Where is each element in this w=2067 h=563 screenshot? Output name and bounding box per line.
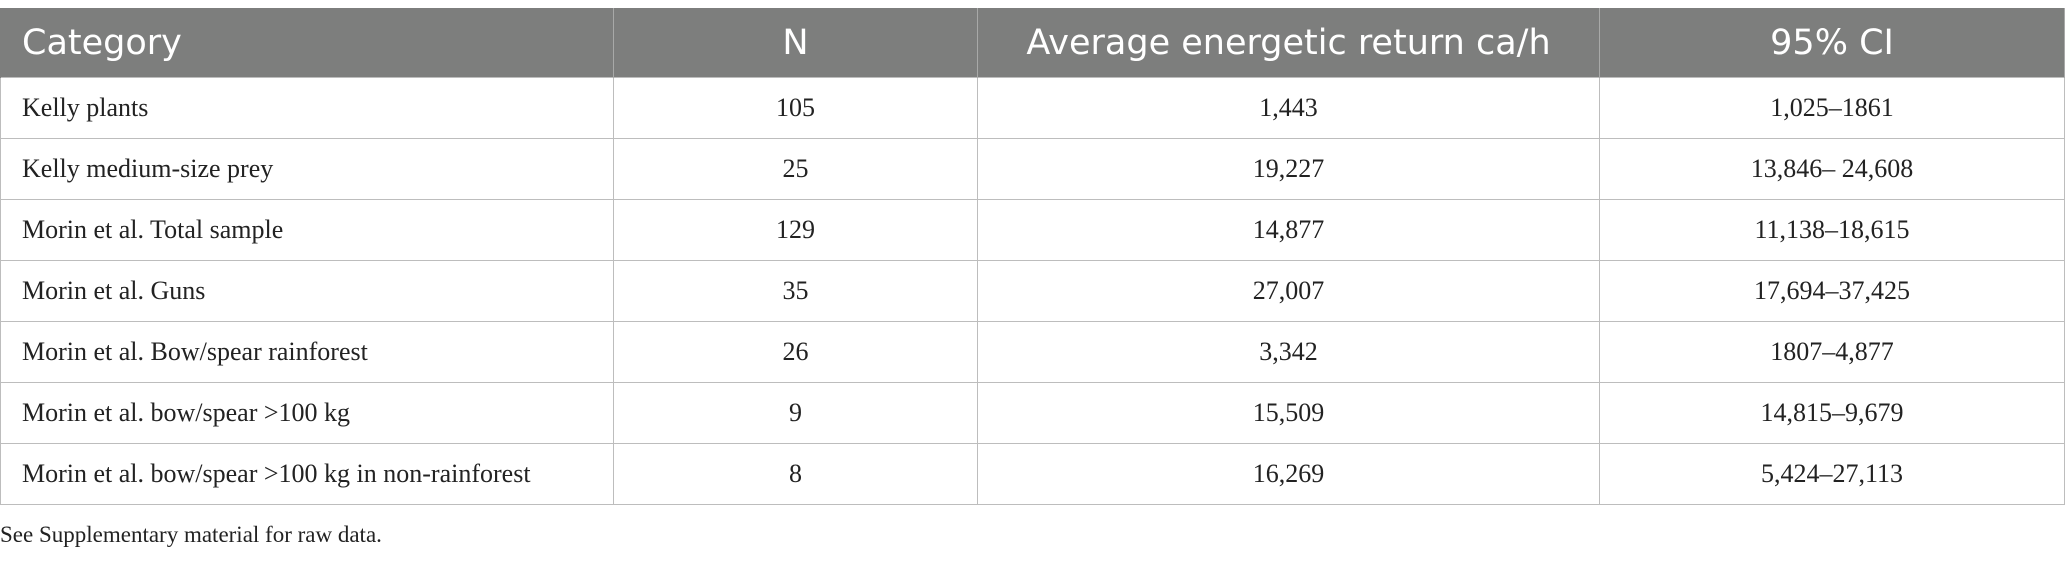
cell-n: 26: [613, 321, 978, 383]
table-row: Morin et al. Guns 35 27,007 17,694–37,42…: [0, 260, 2065, 322]
cell-average: 1,443: [977, 77, 1600, 139]
cell-category: Kelly plants: [0, 77, 614, 139]
cell-ci: 1,025–1861: [1599, 77, 2065, 139]
table-row: Morin et al. Total sample 129 14,877 11,…: [0, 199, 2065, 261]
table-row: Morin et al. bow/spear >100 kg in non-ra…: [0, 443, 2065, 505]
data-table-container: Category N Average energetic return ca/h…: [0, 8, 2065, 505]
cell-category: Kelly medium-size prey: [0, 138, 614, 200]
cell-n: 35: [613, 260, 978, 322]
cell-category: Morin et al. bow/spear >100 kg in non-ra…: [0, 443, 614, 505]
header-row: Category N Average energetic return ca/h…: [0, 8, 2065, 78]
table-body: Kelly plants 105 1,443 1,025–1861 Kelly …: [0, 77, 2065, 505]
cell-average: 15,509: [977, 382, 1600, 444]
cell-ci: 11,138–18,615: [1599, 199, 2065, 261]
cell-n: 105: [613, 77, 978, 139]
header-average-energetic-return: Average energetic return ca/h: [977, 8, 1600, 78]
table-row: Morin et al. Bow/spear rainforest 26 3,3…: [0, 321, 2065, 383]
energetic-return-table: Category N Average energetic return ca/h…: [0, 8, 2065, 505]
cell-category: Morin et al. Total sample: [0, 199, 614, 261]
cell-n: 25: [613, 138, 978, 200]
table-header: Category N Average energetic return ca/h…: [0, 8, 2065, 78]
cell-ci: 1807–4,877: [1599, 321, 2065, 383]
cell-average: 27,007: [977, 260, 1600, 322]
table-footnote: See Supplementary material for raw data.: [0, 522, 382, 547]
table-row: Kelly medium-size prey 25 19,227 13,846–…: [0, 138, 2065, 200]
header-n: N: [613, 8, 978, 78]
cell-category: Morin et al. bow/spear >100 kg: [0, 382, 614, 444]
cell-category: Morin et al. Bow/spear rainforest: [0, 321, 614, 383]
cell-category: Morin et al. Guns: [0, 260, 614, 322]
cell-n: 129: [613, 199, 978, 261]
cell-n: 8: [613, 443, 978, 505]
cell-ci: 17,694–37,425: [1599, 260, 2065, 322]
table-row: Kelly plants 105 1,443 1,025–1861: [0, 77, 2065, 139]
cell-average: 19,227: [977, 138, 1600, 200]
cell-average: 3,342: [977, 321, 1600, 383]
cell-ci: 14,815–9,679: [1599, 382, 2065, 444]
cell-average: 16,269: [977, 443, 1600, 505]
header-95-ci: 95% CI: [1599, 8, 2065, 78]
cell-ci: 13,846– 24,608: [1599, 138, 2065, 200]
header-category: Category: [0, 8, 614, 78]
cell-average: 14,877: [977, 199, 1600, 261]
cell-ci: 5,424–27,113: [1599, 443, 2065, 505]
cell-n: 9: [613, 382, 978, 444]
table-row: Morin et al. bow/spear >100 kg 9 15,509 …: [0, 382, 2065, 444]
